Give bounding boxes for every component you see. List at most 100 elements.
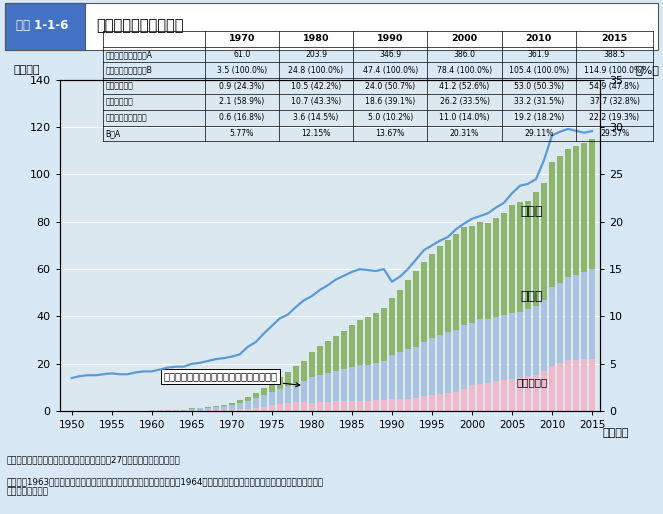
Bar (517, 378, 523, 411)
Bar (541, 183, 547, 300)
Bar (309, 377, 315, 402)
Bar (276, 377, 283, 389)
Text: 5.0 (10.2%): 5.0 (10.2%) (368, 113, 413, 122)
Text: 114.9 (100.0%): 114.9 (100.0%) (584, 66, 644, 75)
Text: （注）　1963年度までは「医療」と「年金・福祉その他」の２分類、1964年度以降は「医療」「年金」「福祉その他」の３分
　　　類である。: （注） 1963年度までは「医療」と「年金・福祉その他」の２分類、1964年度以… (7, 477, 324, 497)
Text: 医療: 医療 (105, 97, 133, 106)
Bar (557, 363, 563, 411)
Bar (501, 315, 507, 380)
Bar (525, 376, 531, 411)
Bar (205, 407, 211, 408)
Text: （年度）: （年度） (603, 428, 629, 438)
Bar (172, 410, 179, 411)
Bar (245, 397, 251, 401)
Text: 33.2 (31.5%): 33.2 (31.5%) (514, 97, 564, 106)
Bar (589, 139, 595, 269)
Text: 24.0 (50.7%): 24.0 (50.7%) (365, 82, 415, 90)
Bar (221, 406, 227, 410)
Bar (389, 299, 395, 355)
Text: 203.9: 203.9 (305, 50, 327, 59)
Bar (429, 338, 435, 395)
Text: B／A: B／A (105, 129, 121, 138)
Bar (469, 385, 475, 411)
Bar (349, 367, 355, 401)
Bar (461, 325, 467, 389)
Bar (509, 313, 515, 379)
Bar (493, 218, 499, 317)
Bar (341, 331, 347, 369)
Bar (213, 407, 219, 411)
Text: 19.2 (18.2%): 19.2 (18.2%) (514, 113, 564, 122)
Bar (405, 280, 411, 350)
Bar (413, 346, 419, 398)
Bar (180, 410, 187, 411)
Bar (253, 393, 259, 398)
Bar (189, 409, 195, 411)
Text: 105.4 (100.0%): 105.4 (100.0%) (509, 66, 569, 75)
Bar (437, 246, 443, 335)
Bar (565, 360, 571, 411)
Bar (509, 379, 515, 411)
Bar (237, 400, 243, 403)
Bar (373, 363, 379, 400)
Bar (541, 300, 547, 372)
Bar (341, 401, 347, 411)
Text: 346.9: 346.9 (379, 50, 401, 59)
Bar (389, 399, 395, 411)
Text: 78.4 (100.0%): 78.4 (100.0%) (437, 66, 492, 75)
Bar (349, 325, 355, 367)
Bar (325, 373, 331, 402)
Text: 20.31%: 20.31% (450, 129, 479, 138)
Bar (396, 290, 403, 353)
Bar (341, 369, 347, 401)
Bar (373, 313, 379, 363)
Bar (333, 401, 339, 411)
Text: 年　金: 年 金 (520, 205, 543, 217)
Bar (317, 346, 323, 375)
Bar (357, 320, 363, 365)
Bar (292, 366, 299, 383)
Bar (381, 308, 387, 360)
Text: 資料：国立社会保障・人口問題研究所「平成27年度社会保障費用統計」: 資料：国立社会保障・人口問題研究所「平成27年度社会保障費用統計」 (7, 455, 180, 464)
Text: 2015: 2015 (601, 34, 628, 43)
Bar (197, 408, 203, 411)
Bar (373, 400, 379, 411)
Bar (437, 335, 443, 394)
Bar (284, 386, 291, 403)
Bar (421, 396, 427, 411)
Bar (276, 404, 283, 411)
Text: 361.9: 361.9 (528, 50, 550, 59)
Text: 1990: 1990 (377, 34, 404, 43)
Bar (405, 350, 411, 399)
Text: 24.8 (100.0%): 24.8 (100.0%) (288, 66, 343, 75)
Text: 2.1 (58.9%): 2.1 (58.9%) (219, 97, 265, 106)
Bar (213, 406, 219, 407)
Text: 3.5 (100.0%): 3.5 (100.0%) (217, 66, 267, 75)
Bar (589, 359, 595, 411)
Bar (517, 312, 523, 378)
Bar (365, 400, 371, 411)
Bar (381, 360, 387, 399)
Bar (396, 353, 403, 399)
Bar (453, 329, 459, 392)
Text: 0.6 (16.8%): 0.6 (16.8%) (219, 113, 265, 122)
Text: 社会保障給付費の推移: 社会保障給付費の推移 (96, 19, 184, 33)
Text: 図表 1-1-6: 図表 1-1-6 (17, 20, 68, 32)
Bar (485, 224, 491, 319)
Bar (429, 254, 435, 338)
Bar (533, 306, 539, 375)
Bar (237, 403, 243, 409)
Text: 10.5 (42.2%): 10.5 (42.2%) (291, 82, 341, 90)
Bar (261, 388, 267, 395)
Bar (269, 405, 275, 411)
Bar (573, 360, 579, 411)
Bar (284, 403, 291, 411)
Bar (269, 382, 275, 392)
Text: 53.0 (50.3%): 53.0 (50.3%) (514, 82, 564, 90)
Text: 10.7 (43.3%): 10.7 (43.3%) (291, 97, 341, 106)
Text: 29.11%: 29.11% (524, 129, 554, 138)
Bar (333, 336, 339, 371)
Text: 給付費総額（兆円）B: 給付費総額（兆円）B (105, 66, 152, 75)
Bar (237, 409, 243, 411)
Bar (469, 226, 475, 323)
